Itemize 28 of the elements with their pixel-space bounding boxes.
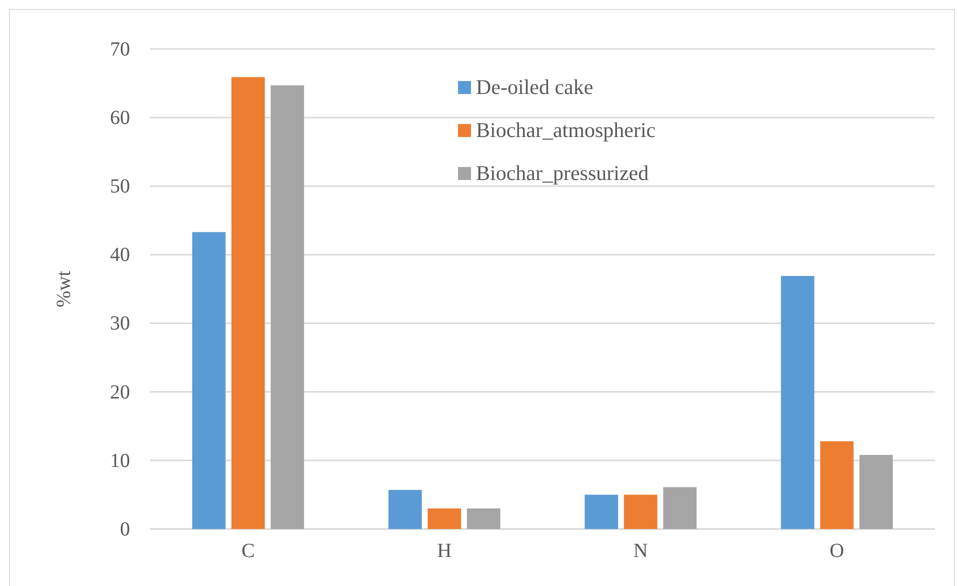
y-tick-label: 10 [110,450,130,472]
legend-label: Biochar_pressurized [476,161,650,185]
y-tick-label: 70 [110,38,130,60]
x-tick-label: N [633,540,648,562]
x-tick-label: H [437,540,452,562]
legend-label: De-oiled cake [476,75,594,99]
bar [388,490,422,529]
bar [859,454,893,529]
y-tick-label: 30 [110,312,130,335]
bar [584,494,618,529]
y-tick-label: 0 [120,518,130,540]
y-tick-label: 40 [110,244,130,266]
bar [192,232,226,529]
legend-label: Biochar_atmospheric [476,118,656,142]
bar [231,77,265,529]
y-tick-label: 50 [110,176,130,198]
bar [624,494,658,529]
bar [663,487,697,529]
y-tick-label: 60 [110,106,130,129]
bar [466,508,500,529]
bar [820,441,854,529]
bar [428,508,462,529]
x-tick-label: O [830,540,844,562]
bar [270,85,304,529]
bar [780,276,814,529]
y-tick-label: 20 [110,381,130,404]
y-axis-title: %wt [53,270,75,308]
x-tick-label: C [241,540,255,562]
